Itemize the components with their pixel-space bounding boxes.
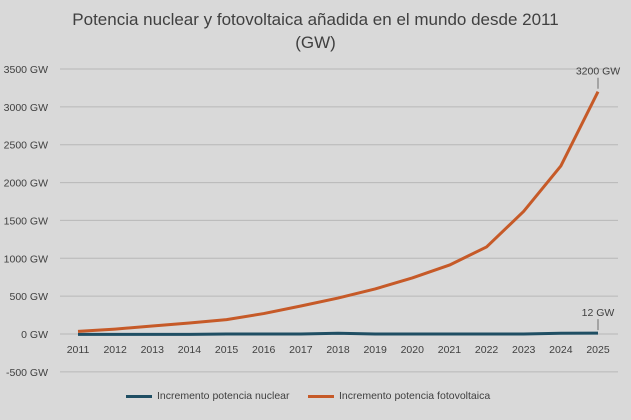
x-tick-label: 2015 <box>215 344 239 356</box>
x-tick-label: 2016 <box>252 344 276 356</box>
data-label: 3200 GW <box>576 66 620 78</box>
y-tick-label: 1000 GW <box>4 253 48 265</box>
legend-label-nuclear: Incremento potencia nuclear <box>157 390 290 402</box>
x-tick-label: 2022 <box>475 344 499 356</box>
legend-label-solar: Incremento potencia fotovoltaica <box>339 390 491 402</box>
x-tick-label: 2013 <box>141 344 165 356</box>
y-tick-label: 2000 GW <box>4 178 48 190</box>
x-tick-label: 2023 <box>512 344 536 356</box>
legend-item-solar: Incremento potencia fotovoltaica <box>308 390 490 402</box>
x-tick-label: 2025 <box>586 344 610 356</box>
x-tick-label: 2018 <box>326 344 350 356</box>
legend-swatch-solar <box>308 394 334 398</box>
x-tick-label: 2019 <box>363 344 387 356</box>
x-tick-label: 2012 <box>103 344 127 356</box>
y-tick-label: 1500 GW <box>4 215 48 227</box>
y-tick-label: 3000 GW <box>4 102 48 114</box>
x-tick-label: 2014 <box>178 344 202 356</box>
x-tick-label: 2017 <box>289 344 313 356</box>
y-tick-label: 0 GW <box>21 329 48 341</box>
chart-title-line-1: Potencia nuclear y fotovoltaica añadida … <box>72 10 559 29</box>
data-label: 12 GW <box>582 307 615 319</box>
y-tick-label: 2500 GW <box>4 140 48 152</box>
y-tick-label: 500 GW <box>9 291 48 303</box>
series-line-solar <box>77 91 600 333</box>
chart-title-line-2: (GW) <box>295 33 336 52</box>
legend-swatch-nuclear <box>126 394 152 398</box>
x-tick-label: 2024 <box>549 344 573 356</box>
x-tick-label: 2011 <box>67 344 90 356</box>
x-tick-label: 2021 <box>438 344 462 356</box>
y-tick-label: 3500 GW <box>4 64 48 76</box>
y-tick-label: -500 GW <box>6 367 48 379</box>
chart-title: Potencia nuclear y fotovoltaica añadida … <box>0 8 631 54</box>
x-tick-label: 2020 <box>401 344 425 356</box>
legend-item-nuclear: Incremento potencia nuclear <box>126 390 290 402</box>
